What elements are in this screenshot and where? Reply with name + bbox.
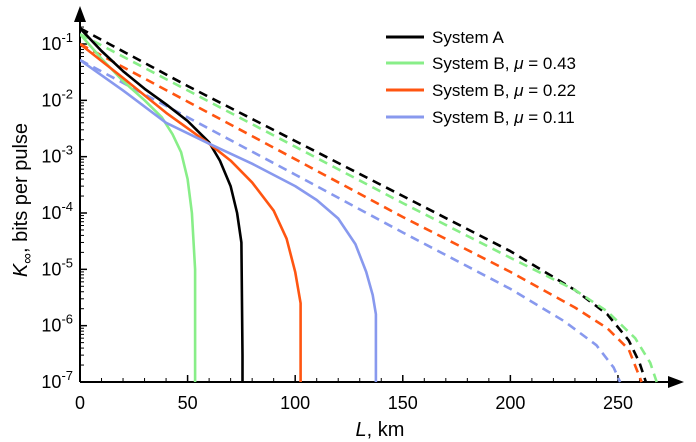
legend-label-system-a: System A <box>432 28 504 47</box>
legend-entry-system-a: System A <box>386 28 504 47</box>
series-line-solid-0 <box>80 27 244 382</box>
x-tick-label: 0 <box>75 393 85 413</box>
y-tick-label: 10-4 <box>41 199 73 223</box>
series-line-dashed-4 <box>80 27 648 383</box>
y-axis-label-rest: , bits per pulse <box>10 123 32 253</box>
series-line-solid-3 <box>80 58 378 382</box>
y-tick-label: 10-2 <box>41 86 73 110</box>
y-tick-label: 10-3 <box>41 143 73 167</box>
series-line-solid-2 <box>80 42 302 382</box>
x-ticks: 0 50 100 150 200 250 <box>75 375 640 413</box>
x-tick-label: 100 <box>280 393 310 413</box>
legend-label-system-b-011: System B, μ = 0.11 <box>432 108 575 127</box>
x-tick-label: 250 <box>603 393 633 413</box>
y-tick-label: 10-1 <box>41 30 73 54</box>
y-axis-label: K∞, bits per pulse <box>10 123 36 277</box>
series-line-dashed-5 <box>80 32 658 383</box>
legend-label-system-b-043: System B, μ = 0.43 <box>432 54 576 73</box>
series-layer <box>80 27 658 383</box>
x-tick-label: 200 <box>495 393 525 413</box>
x-axis-label-unit: , km <box>367 419 405 441</box>
y-axis-arrow <box>74 6 86 22</box>
y-tick-label: 10-7 <box>41 368 73 392</box>
x-tick-label: 150 <box>388 393 418 413</box>
legend-label-system-b-022: System B, μ = 0.22 <box>432 81 576 100</box>
y-tick-label: 10-6 <box>41 312 73 336</box>
y-axis-label-main: K <box>10 262 32 277</box>
legend: System A System B, μ = 0.43 System B, μ … <box>386 28 576 127</box>
legend-entry-system-b-043: System B, μ = 0.43 <box>386 54 576 73</box>
legend-entry-system-b-022: System B, μ = 0.22 <box>386 81 576 100</box>
x-axis-arrow <box>668 376 684 388</box>
legend-entry-system-b-011: System B, μ = 0.11 <box>386 108 575 127</box>
x-axis-label-main: L <box>356 419 367 441</box>
x-tick-label: 50 <box>178 393 198 413</box>
series-line-dashed-7 <box>80 58 622 383</box>
x-axis-label: L, km <box>356 419 405 441</box>
y-ticks: 10-1 10-2 10-3 10-4 10-5 10-6 10-7 <box>41 26 87 392</box>
y-tick-label: 10-5 <box>41 255 73 279</box>
y-axis-label-sub: ∞ <box>19 253 36 264</box>
series-line-dashed-6 <box>80 42 643 383</box>
